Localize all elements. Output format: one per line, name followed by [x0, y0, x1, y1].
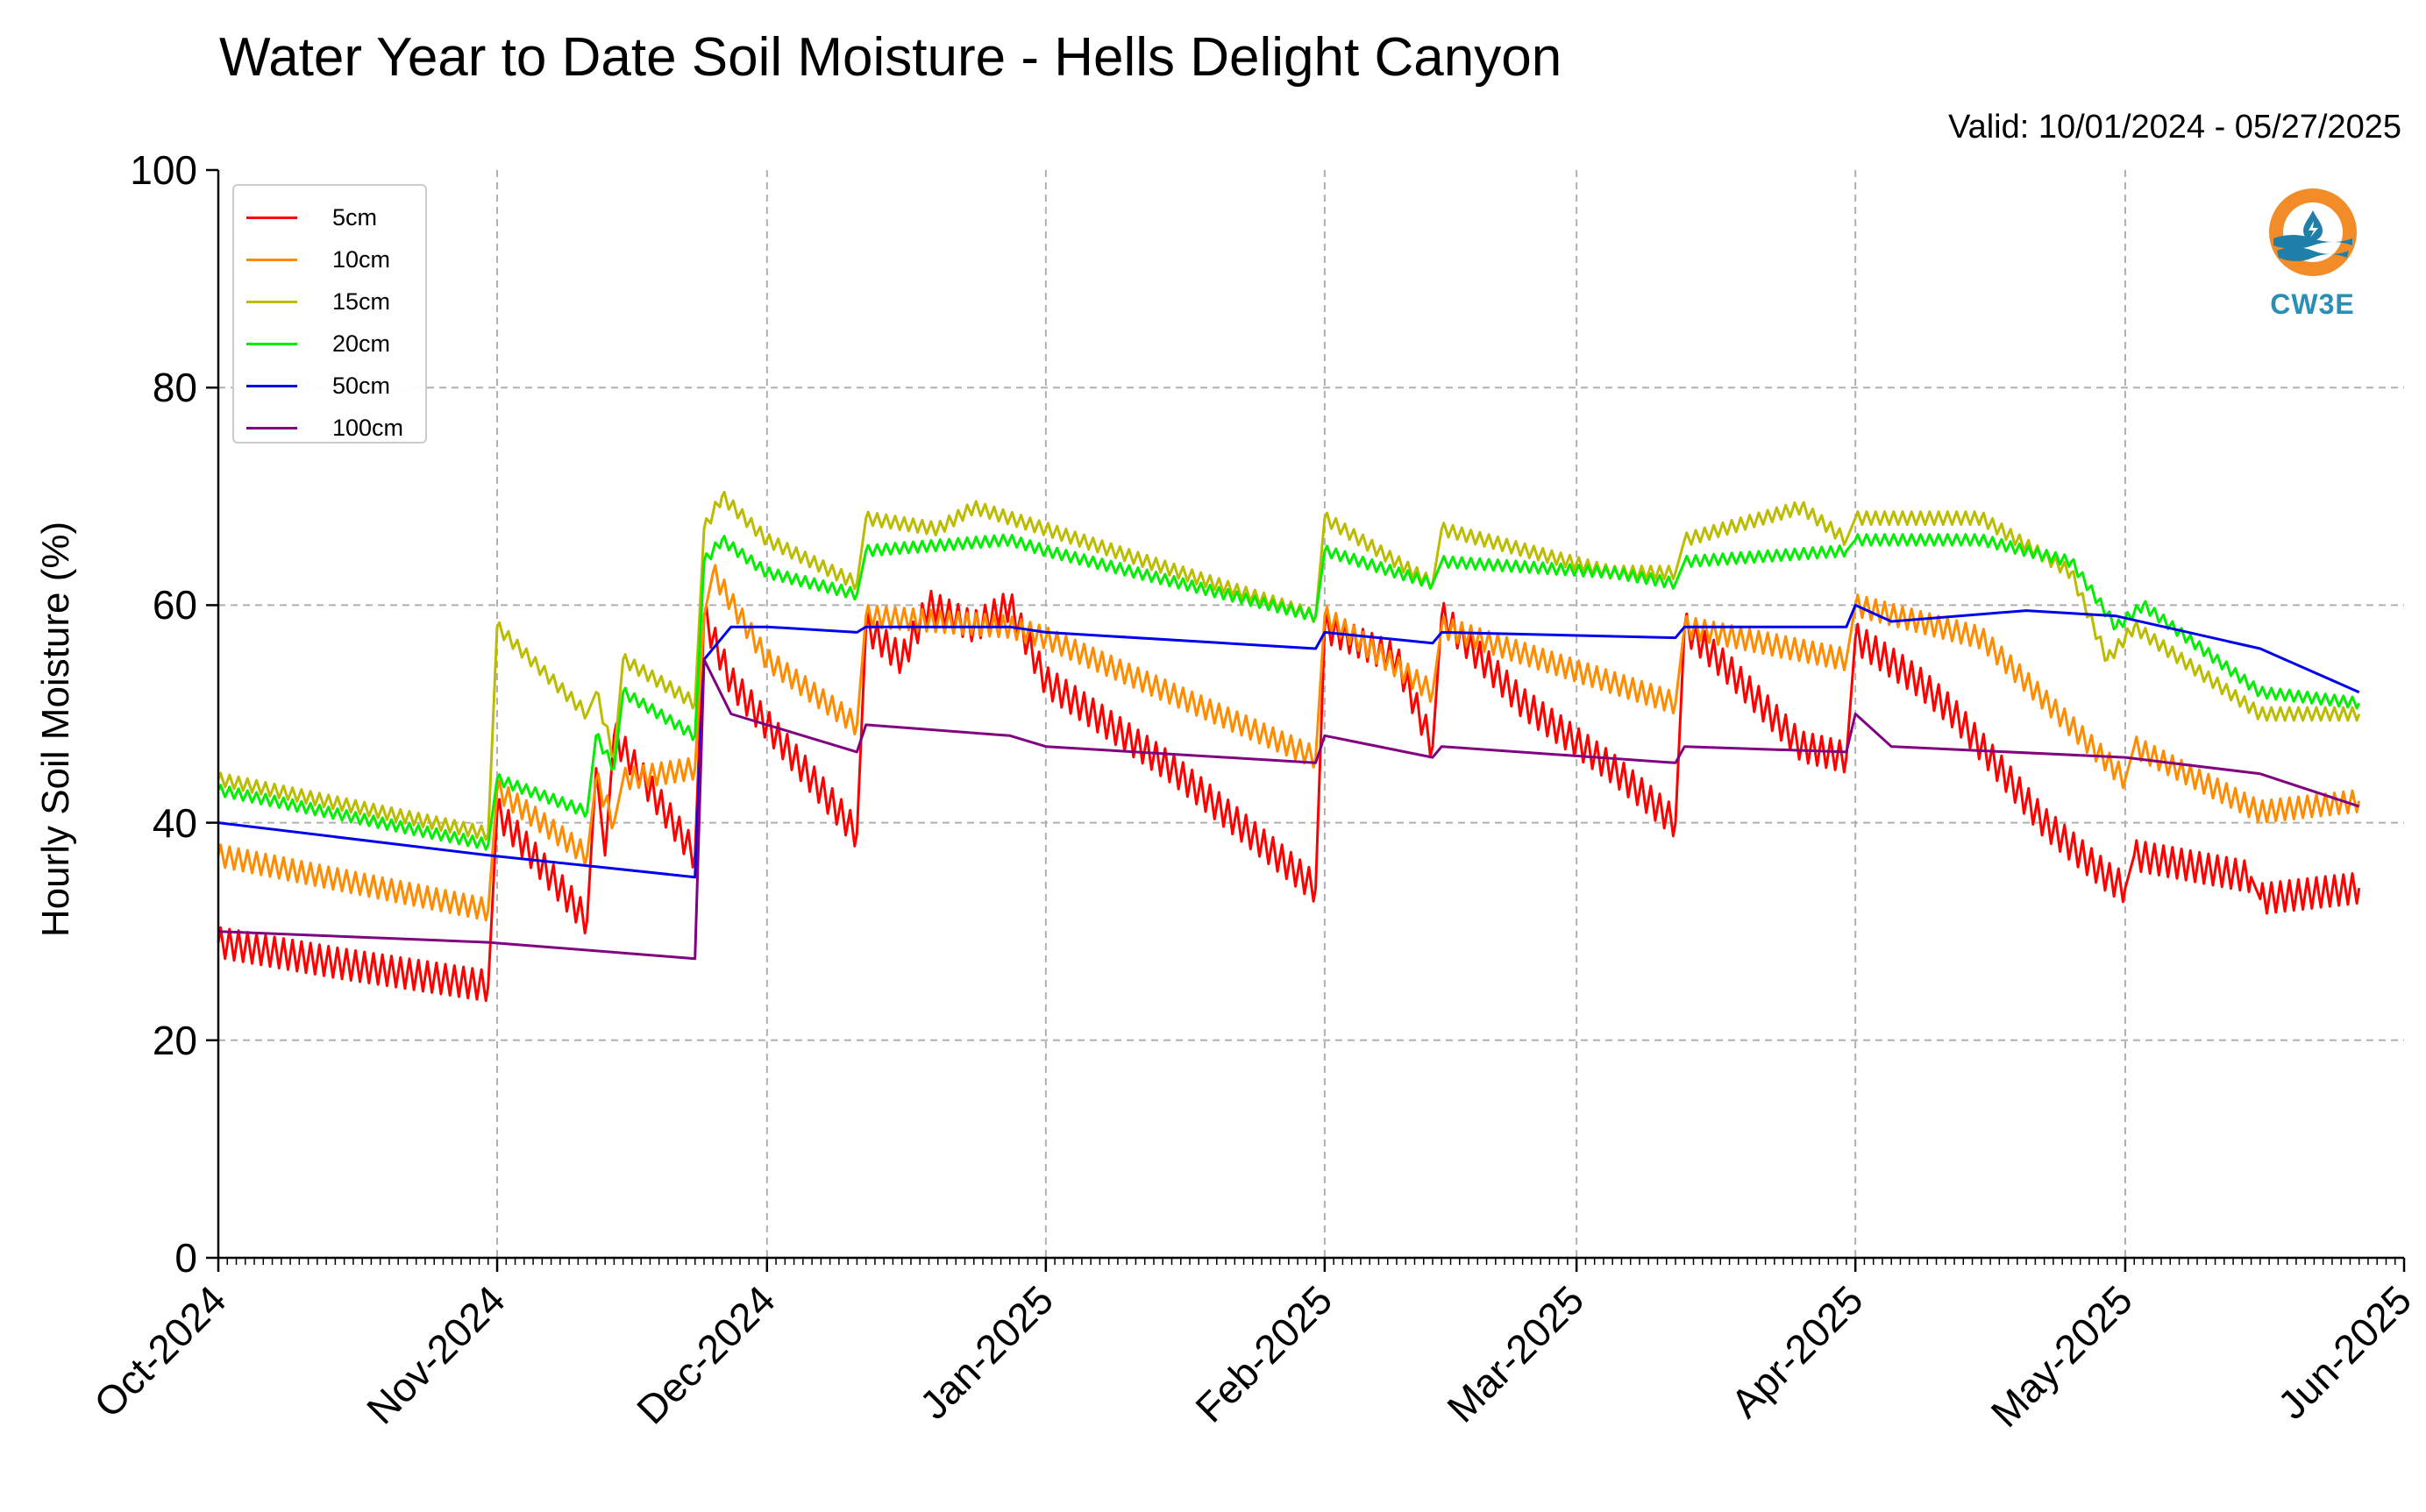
series-line-10cm [217, 564, 2361, 922]
y-tick-label: 60 [152, 582, 197, 628]
legend-entry: 50cm [246, 365, 413, 407]
legend-label: 50cm [332, 372, 391, 399]
series-line-100cm [217, 657, 2360, 961]
series-line-5cm [217, 589, 2361, 1003]
legend-swatch [246, 426, 297, 429]
series-line-50cm [217, 603, 2360, 879]
y-tick-label: 0 [174, 1235, 197, 1281]
legend-entry: 20cm [246, 323, 413, 365]
series-lines [217, 490, 2361, 1003]
y-tick-label: 100 [130, 147, 197, 193]
legend-entry: 100cm [246, 407, 413, 449]
y-axis-label: Hourly Soil Moisture (%) [34, 521, 77, 938]
grid-lines [218, 170, 2404, 1258]
logo-wordmark: CW3E [2270, 288, 2355, 320]
chart-title: Water Year to Date Soil Moisture - Hells… [219, 27, 1562, 88]
legend-swatch [246, 300, 297, 303]
y-tick-label: 80 [152, 365, 197, 411]
legend: 5cm 10cm 15cm 20cm 50cm 100cm [232, 184, 427, 444]
valid-date-range: Valid: 10/01/2024 - 05/27/2025 [1948, 109, 2401, 146]
legend-entry: 15cm [246, 280, 413, 323]
legend-entry: 10cm [246, 238, 413, 280]
legend-swatch [246, 342, 297, 345]
legend-entry: 5cm [246, 196, 413, 238]
legend-label: 5cm [332, 203, 378, 231]
legend-label: 20cm [332, 330, 391, 357]
legend-label: 15cm [332, 287, 391, 315]
legend-swatch [246, 384, 297, 387]
legend-swatch [246, 216, 297, 219]
series-line-15cm [217, 490, 2361, 841]
water-drop-logo-icon [2268, 188, 2357, 276]
legend-label: 10cm [332, 245, 391, 273]
legend-swatch [246, 258, 297, 261]
y-tick-label: 20 [152, 1017, 197, 1063]
axes [206, 168, 2406, 1272]
series-line-20cm [217, 533, 2361, 851]
cw3e-logo: CW3E [2258, 184, 2367, 321]
y-tick-label: 40 [152, 799, 197, 846]
legend-label: 100cm [332, 414, 404, 441]
